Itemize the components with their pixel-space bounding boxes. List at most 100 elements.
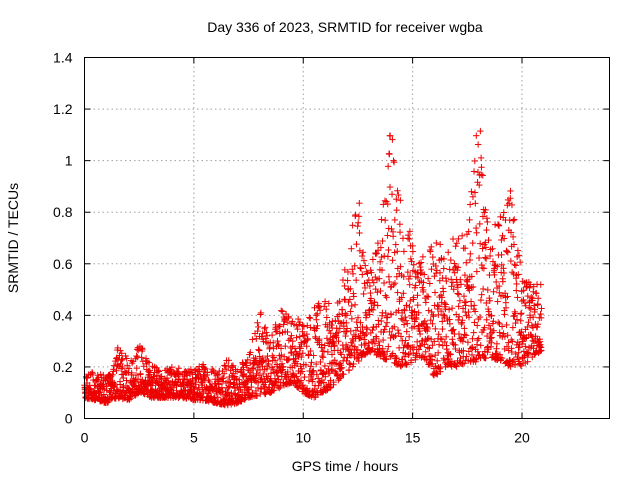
data-point xyxy=(259,370,267,378)
data-point xyxy=(508,348,515,356)
data-point xyxy=(451,260,458,267)
data-point xyxy=(254,319,261,326)
data-point xyxy=(371,299,378,306)
data-point xyxy=(453,240,460,247)
data-point xyxy=(397,333,405,340)
data-point xyxy=(421,271,428,278)
data-point xyxy=(304,335,312,342)
data-point xyxy=(379,345,386,352)
data-point xyxy=(379,237,386,245)
data-point xyxy=(397,263,404,270)
data-point xyxy=(460,292,468,300)
data-point xyxy=(367,289,374,297)
data-point xyxy=(134,375,142,383)
data-point xyxy=(537,314,545,322)
data-point xyxy=(321,342,328,349)
data-point xyxy=(505,339,512,346)
data-point xyxy=(457,281,465,288)
data-point xyxy=(257,311,264,318)
data-point xyxy=(501,311,508,318)
data-point xyxy=(411,308,418,315)
data-point xyxy=(422,299,430,306)
data-point xyxy=(107,373,115,380)
data-point xyxy=(296,333,304,340)
data-point xyxy=(349,270,357,278)
data-point xyxy=(472,224,480,232)
data-point xyxy=(117,388,124,395)
data-point xyxy=(327,329,334,337)
data-point xyxy=(498,236,505,244)
data-point xyxy=(447,256,454,264)
data-point xyxy=(479,264,486,272)
y-tick-label: 0.4 xyxy=(53,307,73,323)
data-point xyxy=(415,346,423,353)
data-point xyxy=(378,266,386,274)
data-point xyxy=(500,265,507,272)
data-point xyxy=(352,327,360,334)
data-point xyxy=(490,288,497,296)
data-point xyxy=(529,324,537,331)
data-point xyxy=(484,218,491,226)
data-point xyxy=(109,371,116,379)
data-point xyxy=(482,244,490,251)
data-point xyxy=(84,374,91,381)
data-point xyxy=(527,305,534,313)
data-point xyxy=(192,381,200,388)
data-point xyxy=(310,367,317,374)
data-point xyxy=(452,345,459,353)
data-point xyxy=(522,302,529,309)
data-point xyxy=(489,258,497,265)
data-point xyxy=(307,314,314,322)
data-point xyxy=(443,345,450,353)
data-point xyxy=(356,247,364,254)
data-point xyxy=(382,323,390,330)
data-point xyxy=(145,359,153,366)
data-point xyxy=(400,248,408,255)
data-point xyxy=(494,263,501,270)
data-point xyxy=(305,351,312,358)
data-point xyxy=(525,319,532,326)
x-tick-label: 5 xyxy=(190,430,198,446)
data-point xyxy=(346,346,354,353)
data-point xyxy=(440,288,447,295)
data-point xyxy=(475,254,483,262)
data-point xyxy=(430,313,437,320)
data-point xyxy=(416,327,423,335)
data-point xyxy=(338,351,345,358)
data-point xyxy=(299,328,306,335)
data-point xyxy=(400,290,407,297)
data-point xyxy=(252,374,259,382)
data-point xyxy=(455,291,462,298)
data-point xyxy=(393,195,400,203)
data-point xyxy=(293,334,300,341)
data-point xyxy=(454,284,462,291)
data-point xyxy=(431,338,438,345)
data-point xyxy=(335,311,343,318)
chart-title: Day 336 of 2023, SRMTID for receiver wgb… xyxy=(207,19,483,35)
data-point xyxy=(250,364,257,372)
data-point xyxy=(376,258,384,266)
data-point xyxy=(262,324,269,331)
data-point xyxy=(402,317,410,324)
data-point xyxy=(350,360,357,368)
data-point xyxy=(391,323,398,330)
data-point xyxy=(96,389,103,396)
data-point xyxy=(196,367,203,375)
data-point xyxy=(298,353,305,361)
data-point xyxy=(347,285,354,293)
data-point xyxy=(270,339,277,347)
data-point xyxy=(362,262,369,269)
data-point xyxy=(465,228,472,235)
data-point xyxy=(348,302,355,310)
data-point xyxy=(460,347,467,354)
data-point xyxy=(291,345,299,352)
data-point xyxy=(470,168,478,175)
data-point xyxy=(504,249,512,256)
data-point xyxy=(443,277,450,285)
data-point xyxy=(198,393,205,400)
data-point xyxy=(285,374,292,381)
data-point xyxy=(392,241,399,248)
data-point xyxy=(432,325,439,333)
data-point xyxy=(188,368,196,376)
